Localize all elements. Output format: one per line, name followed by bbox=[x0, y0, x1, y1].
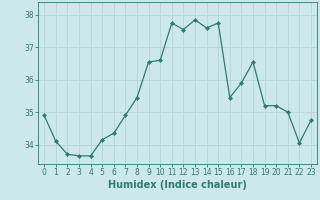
X-axis label: Humidex (Indice chaleur): Humidex (Indice chaleur) bbox=[108, 180, 247, 190]
